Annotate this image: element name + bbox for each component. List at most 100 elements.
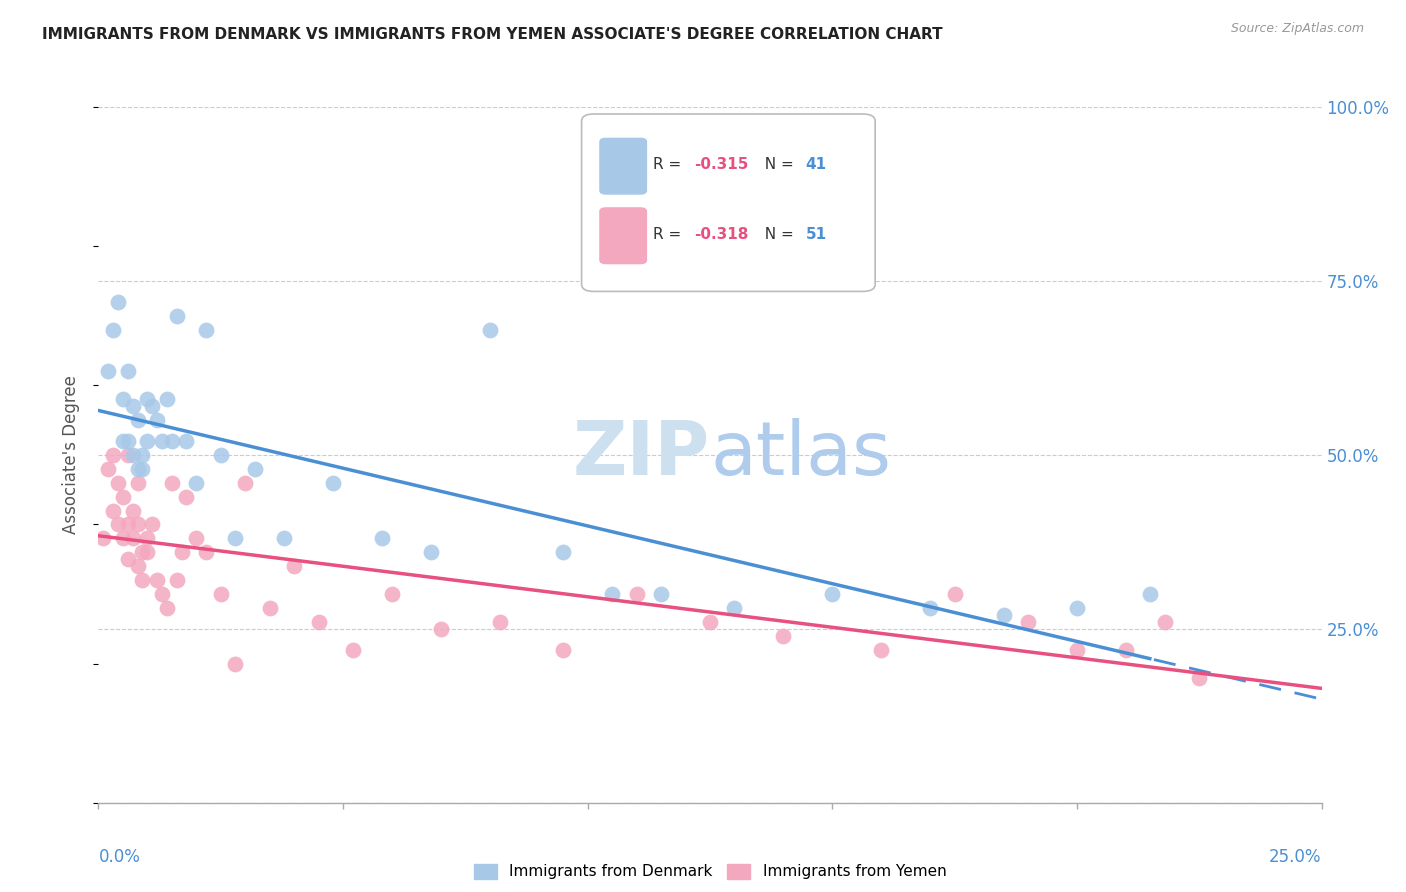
Point <box>121 448 143 462</box>
Point <box>111 392 134 407</box>
Point <box>186 532 208 546</box>
Point <box>600 587 623 601</box>
Point <box>723 601 745 615</box>
Point <box>195 545 218 559</box>
Point <box>127 559 149 574</box>
Point <box>127 517 149 532</box>
Text: R =: R = <box>652 227 686 242</box>
FancyBboxPatch shape <box>600 138 647 194</box>
Point <box>170 545 193 559</box>
Point <box>121 532 143 546</box>
Point <box>821 587 844 601</box>
Point <box>322 475 344 490</box>
Point <box>224 532 246 546</box>
Point <box>553 642 575 657</box>
Text: Source: ZipAtlas.com: Source: ZipAtlas.com <box>1230 22 1364 36</box>
Point <box>209 448 232 462</box>
Point <box>1115 642 1137 657</box>
Point <box>101 503 124 517</box>
Point <box>430 622 453 636</box>
Y-axis label: Associate's Degree: Associate's Degree <box>62 376 80 534</box>
Point <box>233 475 256 490</box>
Point <box>146 573 169 587</box>
Text: IMMIGRANTS FROM DENMARK VS IMMIGRANTS FROM YEMEN ASSOCIATE'S DEGREE CORRELATION : IMMIGRANTS FROM DENMARK VS IMMIGRANTS FR… <box>42 27 943 42</box>
Point <box>117 364 139 378</box>
Point <box>273 532 295 546</box>
Point <box>136 545 159 559</box>
Text: N =: N = <box>755 157 799 172</box>
Point <box>107 294 129 309</box>
Point <box>150 434 173 448</box>
Point <box>131 448 153 462</box>
Point <box>176 434 198 448</box>
Point <box>1066 601 1088 615</box>
Point <box>141 399 163 413</box>
Point <box>117 434 139 448</box>
Point <box>131 462 153 476</box>
Point <box>127 462 149 476</box>
Point <box>136 434 159 448</box>
Point <box>101 448 124 462</box>
Point <box>943 587 966 601</box>
Point <box>111 434 134 448</box>
FancyBboxPatch shape <box>600 208 647 263</box>
Point <box>150 587 173 601</box>
Point <box>111 490 134 504</box>
Point <box>1154 615 1177 629</box>
Text: ZIP: ZIP <box>572 418 710 491</box>
Point <box>259 601 281 615</box>
Text: -0.315: -0.315 <box>695 157 748 172</box>
Point <box>993 607 1015 622</box>
Point <box>160 434 183 448</box>
Point <box>131 573 153 587</box>
Point <box>488 615 510 629</box>
Text: 25.0%: 25.0% <box>1270 848 1322 866</box>
Point <box>91 532 114 546</box>
Point <box>342 642 364 657</box>
Text: 51: 51 <box>806 227 827 242</box>
Point <box>136 392 159 407</box>
Point <box>127 413 149 427</box>
Point <box>626 587 648 601</box>
Point <box>870 642 893 657</box>
Point <box>160 475 183 490</box>
Point <box>224 657 246 671</box>
Point <box>117 517 139 532</box>
Point <box>920 601 942 615</box>
Point <box>136 532 159 546</box>
Point <box>195 323 218 337</box>
Text: 0.0%: 0.0% <box>98 848 141 866</box>
Point <box>381 587 404 601</box>
Point <box>117 552 139 566</box>
Point <box>1066 642 1088 657</box>
Point <box>243 462 266 476</box>
Point <box>1017 615 1039 629</box>
Text: 41: 41 <box>806 157 827 172</box>
Point <box>131 545 153 559</box>
Point <box>166 573 188 587</box>
Point <box>97 462 120 476</box>
Point <box>166 309 188 323</box>
Point <box>156 392 179 407</box>
Point <box>146 413 169 427</box>
Point <box>127 475 149 490</box>
Text: N =: N = <box>755 227 799 242</box>
Point <box>553 545 575 559</box>
Text: atlas: atlas <box>710 418 891 491</box>
Point <box>420 545 443 559</box>
Point <box>107 475 129 490</box>
Point <box>117 448 139 462</box>
Point <box>478 323 501 337</box>
Point <box>186 475 208 490</box>
Point <box>121 503 143 517</box>
Point <box>772 629 794 643</box>
Text: -0.318: -0.318 <box>695 227 748 242</box>
Point <box>156 601 179 615</box>
Point <box>97 364 120 378</box>
Point <box>371 532 394 546</box>
Legend: Immigrants from Denmark, Immigrants from Yemen: Immigrants from Denmark, Immigrants from… <box>468 857 952 886</box>
Point <box>1188 671 1211 685</box>
Point <box>121 399 143 413</box>
FancyBboxPatch shape <box>582 114 875 292</box>
Point <box>1139 587 1161 601</box>
